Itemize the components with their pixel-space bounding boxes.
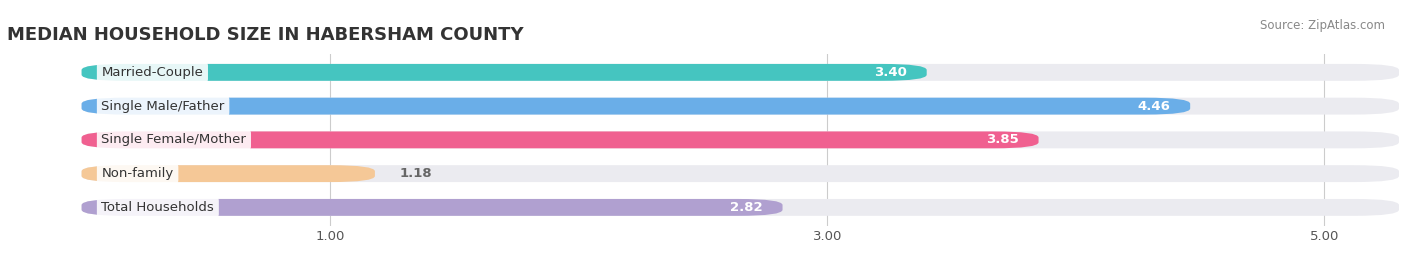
Text: MEDIAN HOUSEHOLD SIZE IN HABERSHAM COUNTY: MEDIAN HOUSEHOLD SIZE IN HABERSHAM COUNT…: [7, 26, 523, 44]
FancyBboxPatch shape: [82, 98, 1399, 115]
Text: 3.85: 3.85: [986, 133, 1019, 146]
FancyBboxPatch shape: [82, 165, 375, 182]
Text: 2.82: 2.82: [730, 201, 762, 214]
FancyBboxPatch shape: [82, 199, 783, 216]
FancyBboxPatch shape: [82, 132, 1399, 148]
Text: Single Male/Father: Single Male/Father: [101, 100, 225, 113]
Text: 4.46: 4.46: [1137, 100, 1170, 113]
Text: Source: ZipAtlas.com: Source: ZipAtlas.com: [1260, 19, 1385, 32]
FancyBboxPatch shape: [82, 98, 1191, 115]
FancyBboxPatch shape: [82, 165, 1399, 182]
FancyBboxPatch shape: [82, 64, 927, 81]
Text: Single Female/Mother: Single Female/Mother: [101, 133, 246, 146]
Text: 3.40: 3.40: [875, 66, 907, 79]
FancyBboxPatch shape: [82, 132, 1039, 148]
Text: 1.18: 1.18: [399, 167, 433, 180]
FancyBboxPatch shape: [82, 199, 1399, 216]
Text: Married-Couple: Married-Couple: [101, 66, 204, 79]
Text: Total Households: Total Households: [101, 201, 214, 214]
FancyBboxPatch shape: [82, 64, 1399, 81]
Text: Non-family: Non-family: [101, 167, 174, 180]
